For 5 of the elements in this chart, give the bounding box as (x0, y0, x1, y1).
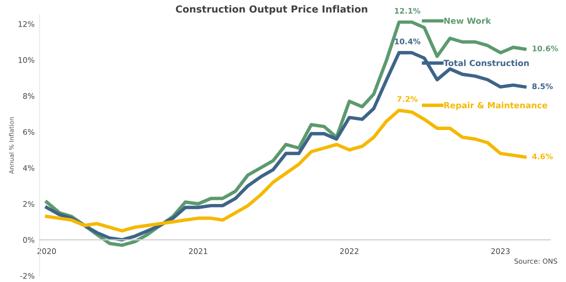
legend-label: New Work (444, 17, 492, 24)
legend-label: Repair & Maintenance (444, 102, 548, 110)
chart-title: Construction Output Price Inflation (176, 5, 368, 15)
line-series (44, 108, 527, 232)
legend-label: Total Construction (444, 60, 529, 66)
